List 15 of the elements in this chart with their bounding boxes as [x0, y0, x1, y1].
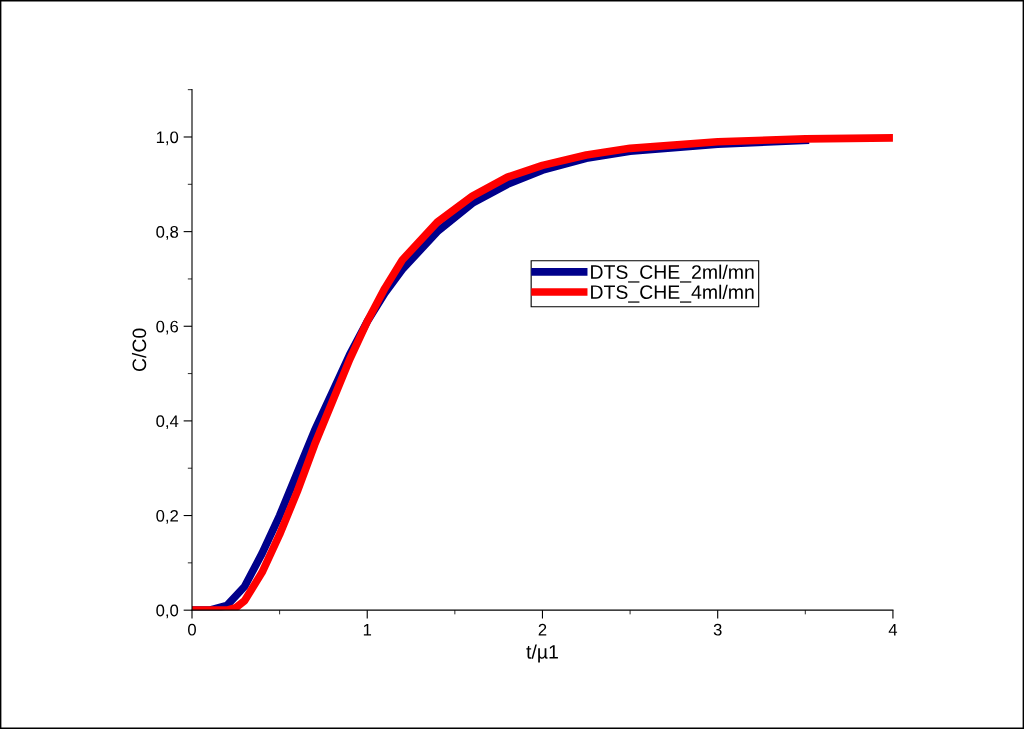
legend-label: DTS_CHE_2ml/mn	[591, 264, 754, 283]
x-tick-label: 0	[188, 623, 196, 636]
x-tick-label: 3	[713, 623, 722, 636]
x-tick-label: 4	[888, 623, 898, 636]
x-tick-label: 2	[538, 623, 547, 636]
legend-label: DTS_CHE_4ml/mn	[591, 284, 754, 303]
y-tick-label: 1,0	[156, 131, 179, 146]
y-tick-label: 0,0	[156, 604, 179, 619]
x-axis-title: t/µ1	[526, 644, 558, 663]
y-tick-label: 0,8	[156, 226, 179, 240]
y-axis-title: C/C0	[131, 328, 147, 372]
x-tick-label: 1	[363, 623, 372, 636]
y-tick-label: 0,2	[156, 509, 178, 524]
y-tick-label: 0,4	[156, 415, 179, 430]
y-tick-label: 0,6	[156, 320, 179, 335]
